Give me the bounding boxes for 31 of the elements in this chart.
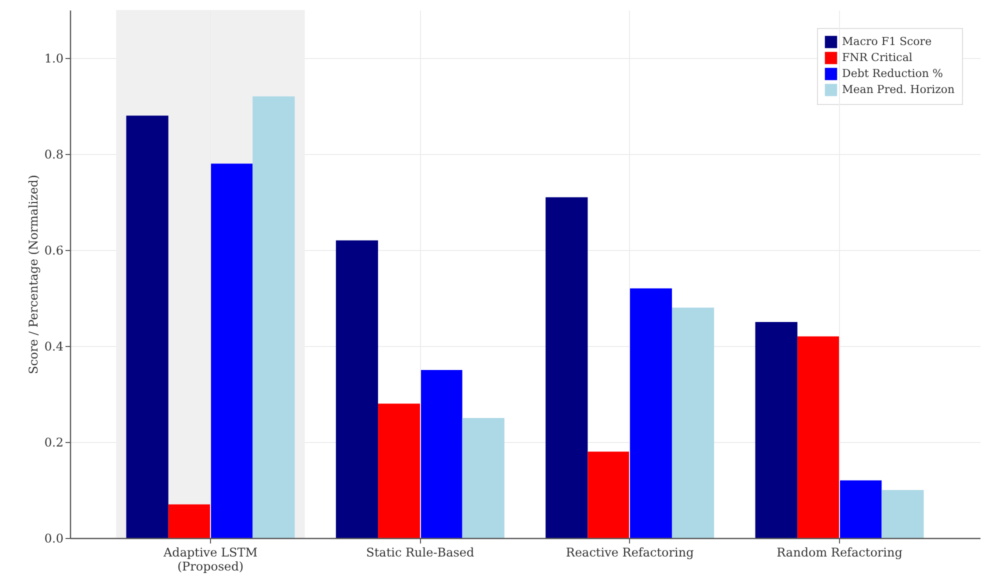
bar [126, 116, 168, 538]
y-tick-label: 0.0 [44, 532, 64, 546]
legend-label: Macro F1 Score [842, 35, 932, 48]
bar [882, 490, 924, 538]
bar [378, 404, 420, 538]
y-axis-title: Score / Percentage (Normalized) [26, 174, 40, 374]
y-tick-label: 1.0 [44, 52, 64, 66]
x-tick-label: Random Refactoring [776, 546, 903, 560]
bar [630, 288, 672, 538]
legend-label: FNR Critical [842, 51, 913, 64]
bar [755, 322, 798, 538]
bar [546, 197, 588, 538]
x-tick-label: Static Rule-Based [366, 546, 475, 560]
bar [672, 308, 714, 538]
bar [797, 336, 840, 538]
bar [462, 418, 504, 538]
legend-label: Debt Reduction % [842, 67, 943, 80]
y-tick-label: 0.8 [44, 148, 64, 162]
y-tick-label: 0.4 [44, 340, 64, 354]
bar [588, 452, 630, 538]
bar [420, 370, 462, 538]
bar [840, 480, 882, 538]
bar [336, 240, 378, 538]
bar [168, 504, 210, 538]
bar [210, 164, 253, 538]
y-tick-label: 0.2 [44, 436, 64, 450]
x-tick-label: Reactive Refactoring [566, 546, 694, 560]
x-tick-label: Adaptive LSTM (Proposed) [162, 546, 258, 574]
y-tick-label: 0.6 [44, 244, 64, 258]
legend-label: Mean Pred. Horizon [842, 83, 955, 96]
bar [252, 96, 295, 538]
